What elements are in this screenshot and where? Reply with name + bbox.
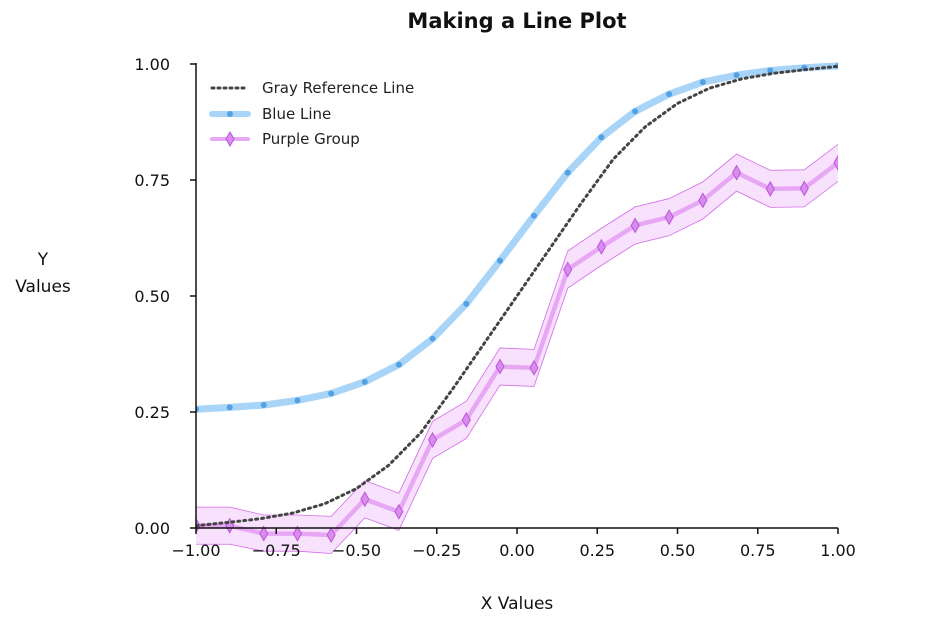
blue-line-point [294,397,301,404]
blue-line-point [598,134,605,141]
y-tick-label: 0.50 [134,287,170,306]
x-tick-label: −0.25 [412,541,461,560]
purple-group-point [596,238,606,255]
blue-line-point [531,212,538,219]
x-tick-label: 0.50 [660,541,696,560]
purple-group-point [394,503,404,520]
blue-line-point [361,378,368,385]
x-tick-label: 0.75 [740,541,776,560]
legend-label-gray-reference-line: Gray Reference Line [262,79,414,97]
purple-group-point [799,180,809,197]
x-axis-label: X Values [481,594,554,614]
blue-line-point [395,361,402,368]
purple-group-point [360,491,370,508]
legend-label-blue-line: Blue Line [262,105,331,123]
legend-marker-purple-group [225,130,235,148]
legend-label-purple-group: Purple Group [262,130,360,148]
legend: Gray Reference Line Blue Line Purple Gro… [209,79,414,148]
y-axis-label-line-2: Values [15,277,71,297]
purple-group-point [630,217,640,234]
x-tick-label: −1.00 [171,541,220,560]
purple-group-point [259,525,269,542]
x-tick-label: −0.50 [332,541,381,560]
blue-line-point [632,108,639,115]
y-axis-label-line-1: Y [37,250,49,270]
plot-area [196,62,838,554]
blue-line-point [429,335,436,342]
chart-title: Making a Line Plot [407,9,626,33]
blue-line-point [666,91,673,98]
y-tick-label: 0.00 [134,519,170,538]
y-tick-label: 1.00 [134,55,170,74]
purple-group-point [731,164,742,181]
purple-group-point [529,359,539,376]
blue-line-point [463,300,470,307]
blue-line-point [260,402,267,409]
x-tick-label: 0.25 [579,541,615,560]
blue-line-point [328,390,335,397]
blue-line-point [733,72,740,79]
purple-group-point [698,192,708,209]
purple-group-series [196,160,838,538]
purple-group-band-upper-edge [196,143,838,517]
blue-line-point [767,67,774,74]
purple-group-point [326,526,336,543]
legend-marker-blue-line [227,111,233,117]
purple-group-point [563,261,573,278]
x-tick-label: 0.00 [499,541,535,560]
purple-group-point [765,180,775,197]
blue-line-point [699,79,706,86]
blue-line-point [226,404,233,411]
purple-group-point [461,411,471,428]
purple-group-point [292,525,303,542]
ticks: −1.00 −0.75 −0.50 −0.25 0.00 0.25 0.50 0.75 1.00… [134,55,855,560]
x-tick-label: 1.00 [820,541,856,560]
x-tick-label: −0.75 [252,541,301,560]
blue-line-point [496,257,503,264]
y-tick-label: 0.25 [134,403,170,422]
purple-group-band-lower-edge [196,181,838,554]
gray-reference-line-series [196,64,838,528]
y-tick-label: 0.75 [134,171,170,190]
purple-group-point [664,209,674,226]
purple-group-point [833,154,838,171]
purple-group-point [428,431,438,448]
blue-line-series [196,62,838,413]
blue-line-point [564,169,571,176]
purple-group-point [495,358,505,375]
